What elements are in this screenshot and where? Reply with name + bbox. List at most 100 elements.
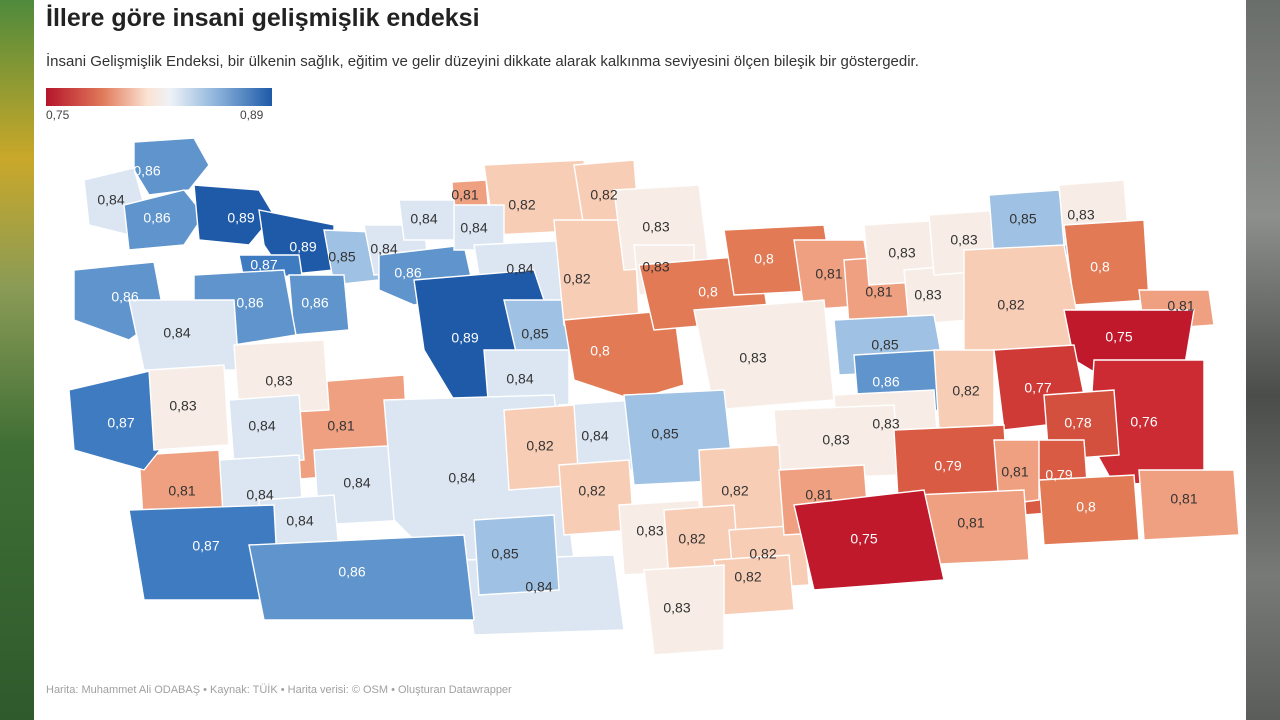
legend-max-label: 0,89	[240, 108, 264, 122]
province-value-label: 0,84	[97, 192, 124, 208]
province-value-label: 0,83	[265, 373, 292, 389]
province-value-label: 0,86	[143, 210, 170, 226]
province-region[interactable]	[993, 439, 1040, 506]
province-value-label: 0,89	[451, 330, 478, 346]
province-value-label: 0,84	[525, 579, 552, 595]
province-value-label: 0,83	[739, 350, 766, 366]
province-value-label: 0,87	[107, 415, 134, 431]
province-value-label: 0,81	[1170, 491, 1197, 507]
province-value-label: 0,85	[1009, 211, 1036, 227]
province-value-label: 0,76	[1130, 414, 1157, 430]
province-value-label: 0,86	[236, 295, 263, 311]
province-value-label: 0,83	[636, 523, 663, 539]
province-value-label: 0,85	[491, 546, 518, 562]
province-value-label: 0,82	[678, 531, 705, 547]
background-right-strip	[1246, 0, 1280, 720]
legend-min-label: 0,75	[46, 108, 70, 122]
province-value-label: 0,83	[822, 432, 849, 448]
province-value-label: 0,82	[749, 546, 776, 562]
province-value-label: 0,89	[227, 210, 254, 226]
province-region[interactable]	[793, 489, 945, 591]
province-value-label: 0,86	[872, 374, 899, 390]
province-value-label: 0,82	[526, 438, 553, 454]
province-value-label: 0,82	[734, 569, 761, 585]
province-value-label: 0,79	[1045, 467, 1072, 483]
province-value-label: 0,86	[301, 295, 328, 311]
province-value-label: 0,86	[111, 289, 138, 305]
map-card: İllere göre insani gelişmişlik endeksi İ…	[34, 0, 1246, 720]
province-region[interactable]	[123, 189, 205, 251]
province-value-label: 0,81	[451, 187, 478, 203]
province-value-label: 0,85	[651, 426, 678, 442]
province-value-label: 0,84	[286, 513, 313, 529]
province-value-label: 0,81	[1167, 298, 1194, 314]
province-value-label: 0,84	[581, 428, 608, 444]
province-value-label: 0,86	[394, 265, 421, 281]
province-value-label: 0,82	[590, 187, 617, 203]
province-value-label: 0,8	[590, 343, 610, 359]
province-region[interactable]	[148, 364, 230, 451]
province-value-label: 0,83	[1067, 207, 1094, 223]
color-legend-bar	[46, 88, 272, 106]
province-value-label: 0,84	[370, 241, 397, 257]
province-region[interactable]	[1138, 469, 1240, 541]
background-left-strip	[0, 0, 34, 720]
province-value-label: 0,84	[410, 211, 437, 227]
province-value-label: 0,87	[192, 538, 219, 554]
province-value-label: 0,79	[934, 458, 961, 474]
province-region[interactable]	[233, 339, 330, 416]
province-value-label: 0,83	[914, 287, 941, 303]
province-value-label: 0,75	[850, 531, 877, 547]
province-value-label: 0,82	[578, 483, 605, 499]
province-value-label: 0,83	[950, 232, 977, 248]
province-value-label: 0,84	[246, 487, 273, 503]
province-value-label: 0,83	[642, 219, 669, 235]
province-region[interactable]	[1038, 474, 1140, 546]
province-value-label: 0,81	[805, 487, 832, 503]
province-value-label: 0,84	[248, 418, 275, 434]
province-value-label: 0,86	[133, 163, 160, 179]
province-value-label: 0,81	[168, 483, 195, 499]
province-value-label: 0,84	[506, 371, 533, 387]
province-value-label: 0,82	[997, 297, 1024, 313]
map-footer-credits: Harita: Muhammet Ali ODABAŞ • Kaynak: TÜ…	[46, 684, 512, 696]
province-value-label: 0,78	[1064, 415, 1091, 431]
province-region[interactable]	[248, 534, 475, 621]
province-value-label: 0,84	[506, 261, 533, 277]
province-value-label: 0,81	[865, 284, 892, 300]
province-region[interactable]	[473, 514, 560, 596]
province-value-label: 0,81	[1001, 464, 1028, 480]
province-value-label: 0,83	[888, 245, 915, 261]
province-value-label: 0,77	[1024, 380, 1051, 396]
province-value-label: 0,84	[343, 475, 370, 491]
province-shapes	[68, 137, 1240, 656]
turkey-choropleth-map: 0,86 0,84 0,86 0,89 0,89 0,87 0,85 0,84 0,86 0,81…	[68, 137, 1240, 656]
province-value-label: 0,84	[163, 325, 190, 341]
province-value-labels: 0,86 0,84 0,86 0,89 0,89 0,87 0,85 0,84 0,86 0,81…	[97, 163, 1197, 616]
province-value-label: 0,75	[1105, 329, 1132, 345]
province-value-label: 0,82	[508, 197, 535, 213]
province-region[interactable]	[713, 554, 795, 616]
province-region[interactable]	[228, 394, 305, 466]
province-value-label: 0,85	[871, 337, 898, 353]
province-value-label: 0,82	[952, 383, 979, 399]
province-value-label: 0,83	[872, 416, 899, 432]
province-value-label: 0,84	[460, 220, 487, 236]
province-value-label: 0,8	[754, 251, 774, 267]
province-value-label: 0,8	[1090, 259, 1110, 275]
map-subtitle: İnsani Gelişmişlik Endeksi, bir ülkenin …	[46, 53, 919, 70]
province-value-label: 0,82	[721, 483, 748, 499]
province-value-label: 0,86	[338, 564, 365, 580]
province-region[interactable]	[643, 564, 725, 656]
province-value-label: 0,81	[327, 418, 354, 434]
province-value-label: 0,84	[448, 470, 475, 486]
province-value-label: 0,8	[1076, 499, 1096, 515]
province-value-label: 0,87	[250, 257, 277, 273]
province-value-label: 0,8	[698, 284, 718, 300]
province-value-label: 0,85	[521, 326, 548, 342]
province-value-label: 0,83	[169, 398, 196, 414]
province-value-label: 0,83	[642, 259, 669, 275]
province-value-label: 0,83	[663, 600, 690, 616]
province-value-label: 0,85	[328, 249, 355, 265]
province-value-label: 0,81	[957, 515, 984, 531]
